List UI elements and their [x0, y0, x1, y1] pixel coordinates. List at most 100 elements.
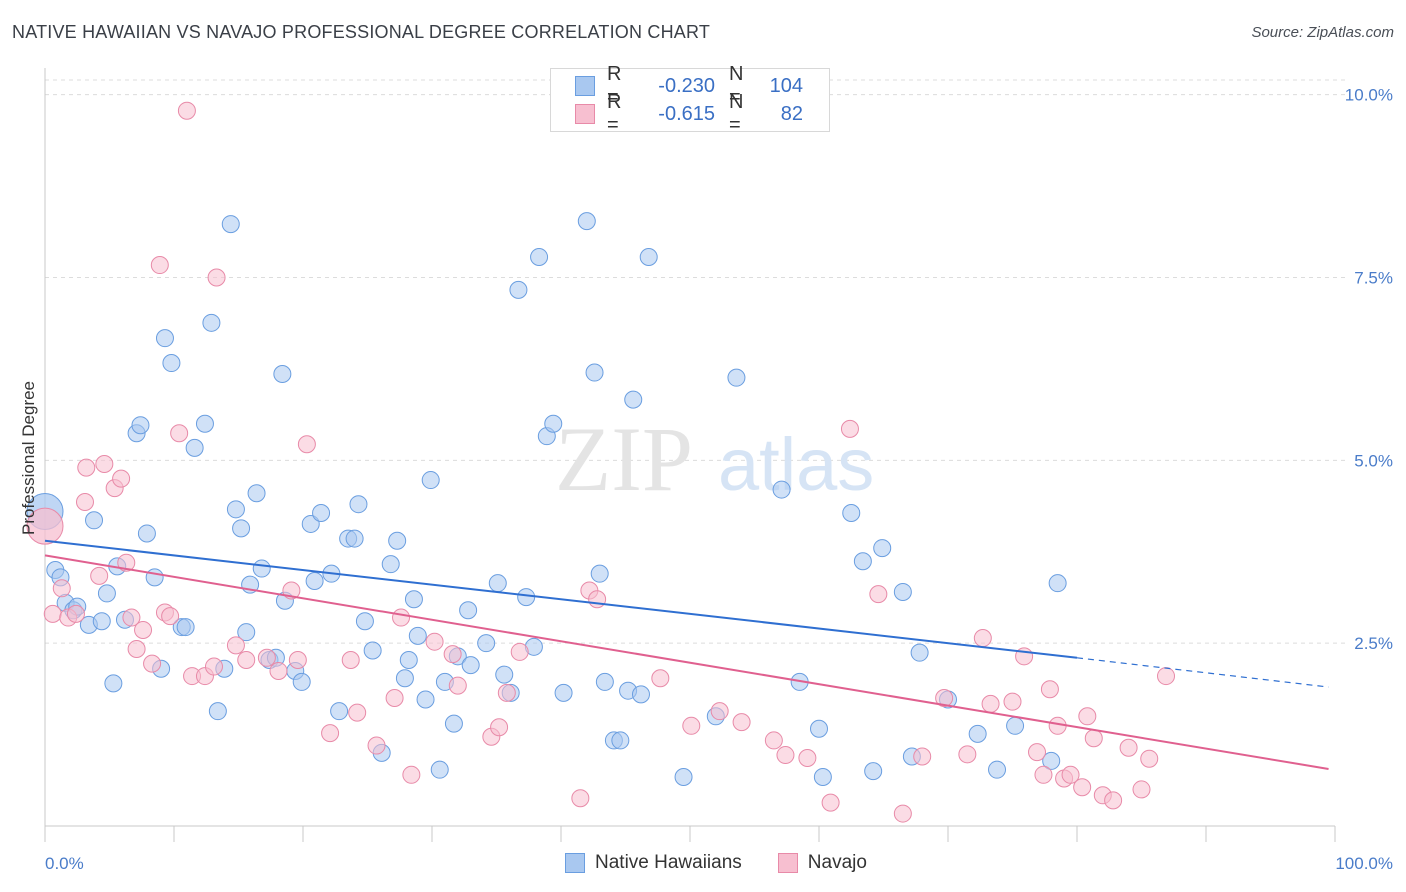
- legend-item-native-hawaiians[interactable]: Native Hawaiians: [565, 852, 742, 874]
- data-point: [611, 731, 630, 750]
- data-point: [395, 669, 414, 688]
- data-point: [257, 648, 276, 667]
- y-tick-label: 7.5%: [1354, 268, 1393, 287]
- watermark: ZIP atlas: [555, 408, 874, 510]
- data-point: [973, 629, 992, 648]
- data-point: [444, 714, 463, 733]
- legend-item-navajo[interactable]: Navajo: [777, 852, 867, 874]
- data-point: [577, 212, 596, 231]
- legend-n-value: 82: [780, 102, 803, 125]
- data-point: [1006, 716, 1025, 735]
- y-tick-label: 2.5%: [1354, 634, 1393, 653]
- legend-r-value: -0.230: [658, 74, 715, 97]
- legend-label-navajo: Navajo: [807, 852, 867, 873]
- data-point: [1084, 729, 1103, 748]
- data-point: [137, 524, 156, 543]
- x-tick-label: 100.0%: [1335, 854, 1393, 873]
- data-point: [312, 503, 331, 522]
- data-point: [77, 458, 96, 477]
- data-point: [776, 746, 795, 765]
- data-point: [798, 748, 817, 767]
- data-point: [1104, 791, 1123, 810]
- data-point: [145, 568, 164, 587]
- data-point: [150, 256, 169, 275]
- data-point: [170, 424, 189, 443]
- trend-line-extension: [1076, 657, 1329, 688]
- axes: [44, 68, 1336, 842]
- data-point: [297, 435, 316, 454]
- data-point: [1042, 751, 1061, 770]
- data-point: [288, 650, 307, 669]
- legend-r-label: R =: [607, 91, 622, 136]
- data-point: [185, 438, 204, 457]
- data-point: [269, 661, 288, 680]
- data-point: [416, 690, 435, 709]
- data-point: [488, 574, 507, 593]
- data-point: [388, 531, 407, 550]
- data-point: [381, 555, 400, 574]
- y-axis-label: Professional Degree: [19, 381, 38, 535]
- legend-n-value: 104: [769, 74, 803, 97]
- data-point: [104, 674, 123, 693]
- data-point: [1061, 765, 1080, 784]
- data-point: [131, 416, 150, 435]
- data-point: [348, 703, 367, 722]
- series-legend: Native Hawaiians Navajo: [565, 852, 903, 874]
- data-point: [517, 588, 536, 607]
- data-point: [95, 454, 114, 473]
- data-point: [459, 601, 478, 620]
- data-point: [204, 657, 223, 676]
- data-point: [408, 626, 427, 645]
- data-point: [1073, 778, 1092, 797]
- data-point: [1028, 743, 1047, 762]
- data-point: [893, 804, 912, 823]
- series-navajo: [26, 101, 1176, 823]
- data-point: [910, 643, 929, 662]
- data-point: [66, 604, 85, 623]
- data-point: [402, 765, 421, 784]
- watermark-zip: ZIP: [555, 408, 693, 510]
- data-point: [237, 623, 256, 642]
- data-point: [639, 247, 658, 266]
- trend-lines: [44, 539, 1329, 770]
- data-point: [202, 313, 221, 332]
- legend-swatch-native-hawaiians: [565, 853, 585, 873]
- y-tick-label: 10.0%: [1345, 86, 1393, 105]
- data-point: [571, 789, 590, 808]
- data-point: [588, 590, 607, 609]
- data-point: [399, 650, 418, 669]
- data-point: [842, 503, 861, 522]
- data-point: [461, 656, 480, 675]
- data-point: [935, 689, 954, 708]
- data-point: [85, 511, 104, 530]
- data-point: [404, 590, 423, 609]
- series-points: [26, 101, 1176, 823]
- data-point: [674, 767, 693, 786]
- data-point: [710, 702, 729, 721]
- data-point: [127, 640, 146, 659]
- data-point: [90, 566, 109, 585]
- data-point: [367, 736, 386, 755]
- data-point: [162, 354, 181, 373]
- legend-label-native-hawaiians: Native Hawaiians: [595, 852, 742, 873]
- data-point: [958, 745, 977, 764]
- data-point: [112, 469, 131, 488]
- data-point: [873, 539, 892, 558]
- data-point: [143, 654, 162, 673]
- data-point: [840, 419, 859, 438]
- data-point: [443, 645, 462, 664]
- y-tick-label: 5.0%: [1354, 451, 1393, 470]
- data-point: [301, 514, 320, 533]
- data-point: [821, 793, 840, 812]
- data-point: [595, 672, 614, 691]
- data-point: [544, 414, 563, 433]
- data-point: [226, 500, 245, 519]
- data-point: [510, 642, 529, 661]
- data-point: [252, 559, 271, 578]
- data-point: [392, 608, 411, 627]
- data-point: [495, 665, 514, 684]
- trend-line: [44, 539, 1078, 659]
- legend-row-native-hawaiians: R = -0.230 N = 104: [575, 63, 803, 108]
- data-point: [1078, 707, 1097, 726]
- data-point: [341, 650, 360, 669]
